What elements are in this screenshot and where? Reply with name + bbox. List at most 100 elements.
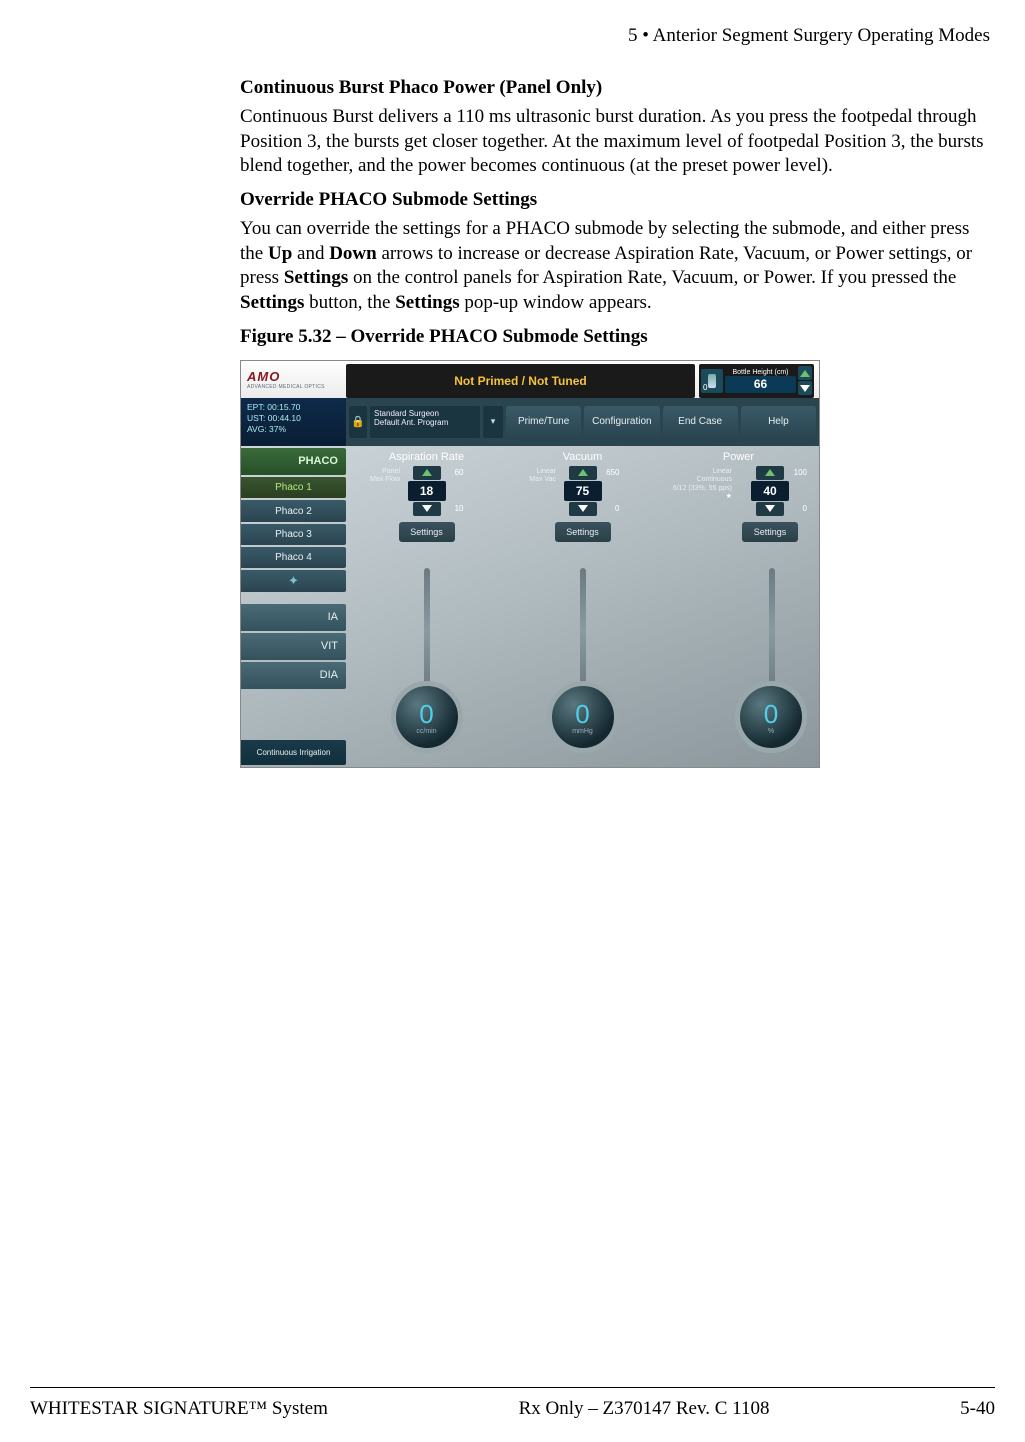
phaco1-tab[interactable]: Phaco 1 <box>241 477 346 498</box>
body-bold-settings: Settings <box>395 292 459 313</box>
ust-line: UST: 00:44.10 <box>247 413 340 424</box>
body-text: pop-up window appears. <box>460 292 652 313</box>
section2-body: You can override the settings for a PHAC… <box>240 217 985 316</box>
aspiration-value: 18 <box>408 481 446 501</box>
aspiration-slider-track[interactable] <box>424 568 430 693</box>
end-case-button[interactable]: End Case <box>663 406 738 438</box>
ia-tab[interactable]: IA <box>241 604 346 631</box>
body-text: and <box>292 243 329 264</box>
configuration-button[interactable]: Configuration <box>584 406 659 438</box>
bottle-label: Bottle Height (cm) <box>725 369 796 376</box>
header-bullet: • <box>638 25 653 46</box>
bottle-icon: 0 <box>701 369 723 393</box>
meta-line: Linear <box>512 468 556 476</box>
power-gauge-unit: % <box>768 728 774 735</box>
power-down-button[interactable] <box>756 502 784 516</box>
help-button[interactable]: Help <box>741 406 816 438</box>
aspiration-gauge-value: 0 <box>419 699 433 730</box>
chapter-title: Anterior Segment Surgery Operating Modes <box>653 25 990 46</box>
vacuum-slider-track[interactable] <box>580 568 586 693</box>
prime-tune-button[interactable]: Prime/Tune <box>506 406 581 438</box>
power-settings-button[interactable]: Settings <box>742 522 798 542</box>
vacuum-up-button[interactable] <box>569 466 597 480</box>
chevron-up-icon <box>578 469 588 476</box>
meta-line: Linear <box>662 468 732 476</box>
ept-line: EPT: 00:15.70 <box>247 402 340 413</box>
logo-subtitle: ADVANCED MEDICAL OPTICS <box>247 384 346 390</box>
aspiration-rate-panel: Aspiration Rate Panel Max Flow 60 18 <box>350 448 503 763</box>
footer-center: Rx Only – Z370147 Rev. C 1108 <box>519 1398 770 1420</box>
footer-right: 5-40 <box>960 1398 995 1420</box>
aspiration-control: 60 18 10 Settings <box>402 466 452 542</box>
control-panels: Aspiration Rate Panel Max Flow 60 18 <box>346 446 819 767</box>
phaco3-tab[interactable]: Phaco 3 <box>241 524 346 545</box>
aspiration-min: 10 <box>455 504 464 513</box>
aspiration-down-button[interactable] <box>413 502 441 516</box>
logo-brand: AMO <box>247 369 346 384</box>
ept-info-box: EPT: 00:15.70 UST: 00:44.10 AVG: 37% <box>241 398 346 446</box>
whitestar-icon-tab[interactable]: ✦ <box>241 570 346 591</box>
status-text: Not Primed / Not Tuned <box>454 374 586 388</box>
chevron-down-icon <box>800 385 810 392</box>
meta-line: Continuous <box>662 476 732 484</box>
ui-info-row: EPT: 00:15.70 UST: 00:44.10 AVG: 37% 🔒 S… <box>241 398 819 446</box>
power-slider-track[interactable] <box>769 568 775 693</box>
ui-top-bar: AMO ADVANCED MEDICAL OPTICS Not Primed /… <box>241 361 819 398</box>
power-panel: Power Linear Continuous 6/12 (33%, 55 pp… <box>662 448 815 763</box>
body-text: on the control panels for Aspiration Rat… <box>348 267 956 288</box>
power-min: 0 <box>803 504 807 513</box>
aspiration-max: 60 <box>455 468 464 477</box>
page-header: 5 • Anterior Segment Surgery Operating M… <box>30 25 995 47</box>
vit-tab[interactable]: VIT <box>241 633 346 660</box>
body-bold-settings: Settings <box>284 267 348 288</box>
meta-line: Max Flow <box>356 476 400 484</box>
amo-logo: AMO ADVANCED MEDICAL OPTICS <box>241 361 346 398</box>
aspiration-up-button[interactable] <box>413 466 441 480</box>
vacuum-control: 650 75 0 Settings <box>558 466 608 542</box>
section2-heading: Override PHACO Submode Settings <box>240 189 985 211</box>
power-up-button[interactable] <box>756 466 784 480</box>
vacuum-max: 650 <box>606 468 619 477</box>
aspiration-gauge: 0 cc/min <box>391 681 463 753</box>
continuous-irrigation-tab[interactable]: Continuous Irrigation <box>241 740 346 765</box>
section1-body: Continuous Burst delivers a 110 ms ultra… <box>240 105 985 179</box>
bottle-zero: 0 <box>703 383 707 392</box>
surgeon-program-box[interactable]: Standard Surgeon Default Ant. Program <box>370 406 480 438</box>
bottle-up-button[interactable] <box>798 366 812 380</box>
power-control: 100 40 0 Settings <box>745 466 795 542</box>
vacuum-value: 75 <box>564 481 602 501</box>
chevron-up-icon <box>800 370 810 377</box>
body-bold-up: Up <box>268 243 292 264</box>
status-bar: Not Primed / Not Tuned <box>346 364 695 398</box>
section1-heading: Continuous Burst Phaco Power (Panel Only… <box>240 77 985 99</box>
bottle-value: 66 <box>725 376 796 393</box>
phaco-tab[interactable]: PHACO <box>241 448 346 475</box>
vacuum-settings-button[interactable]: Settings <box>555 522 611 542</box>
lock-button[interactable]: 🔒 <box>349 406 367 438</box>
body-text: button, the <box>304 292 395 313</box>
side-navigation: PHACO Phaco 1 Phaco 2 Phaco 3 Phaco 4 ✦ … <box>241 446 346 767</box>
power-meta: Linear Continuous 6/12 (33%, 55 pps) ★ <box>662 468 732 502</box>
body-bold-down: Down <box>329 243 377 264</box>
aspiration-settings-button[interactable]: Settings <box>399 522 455 542</box>
aspiration-title: Aspiration Rate <box>350 448 503 466</box>
ui-screenshot: AMO ADVANCED MEDICAL OPTICS Not Primed /… <box>240 360 820 768</box>
chevron-up-icon <box>422 469 432 476</box>
figure-caption: Figure 5.32 – Override PHACO Submode Set… <box>240 326 985 348</box>
dia-tab[interactable]: DIA <box>241 662 346 689</box>
phaco2-tab[interactable]: Phaco 2 <box>241 500 346 521</box>
chevron-down-icon <box>422 505 432 512</box>
phaco4-tab[interactable]: Phaco 4 <box>241 547 346 568</box>
star-icon: ★ <box>662 493 732 501</box>
vacuum-gauge: 0 mmHg <box>547 681 619 753</box>
aspiration-meta: Panel Max Flow <box>356 468 400 485</box>
power-gauge-value: 0 <box>764 699 778 730</box>
vacuum-gauge-unit: mmHg <box>572 728 593 735</box>
selector-button[interactable]: ▾ <box>483 406 503 438</box>
vacuum-title: Vacuum <box>506 448 659 466</box>
document-content: Continuous Burst Phaco Power (Panel Only… <box>240 77 985 768</box>
body-bold-settings: Settings <box>240 292 304 313</box>
bottle-down-button[interactable] <box>798 381 812 395</box>
bottle-height-panel: 0 Bottle Height (cm) 66 <box>699 364 814 398</box>
vacuum-down-button[interactable] <box>569 502 597 516</box>
